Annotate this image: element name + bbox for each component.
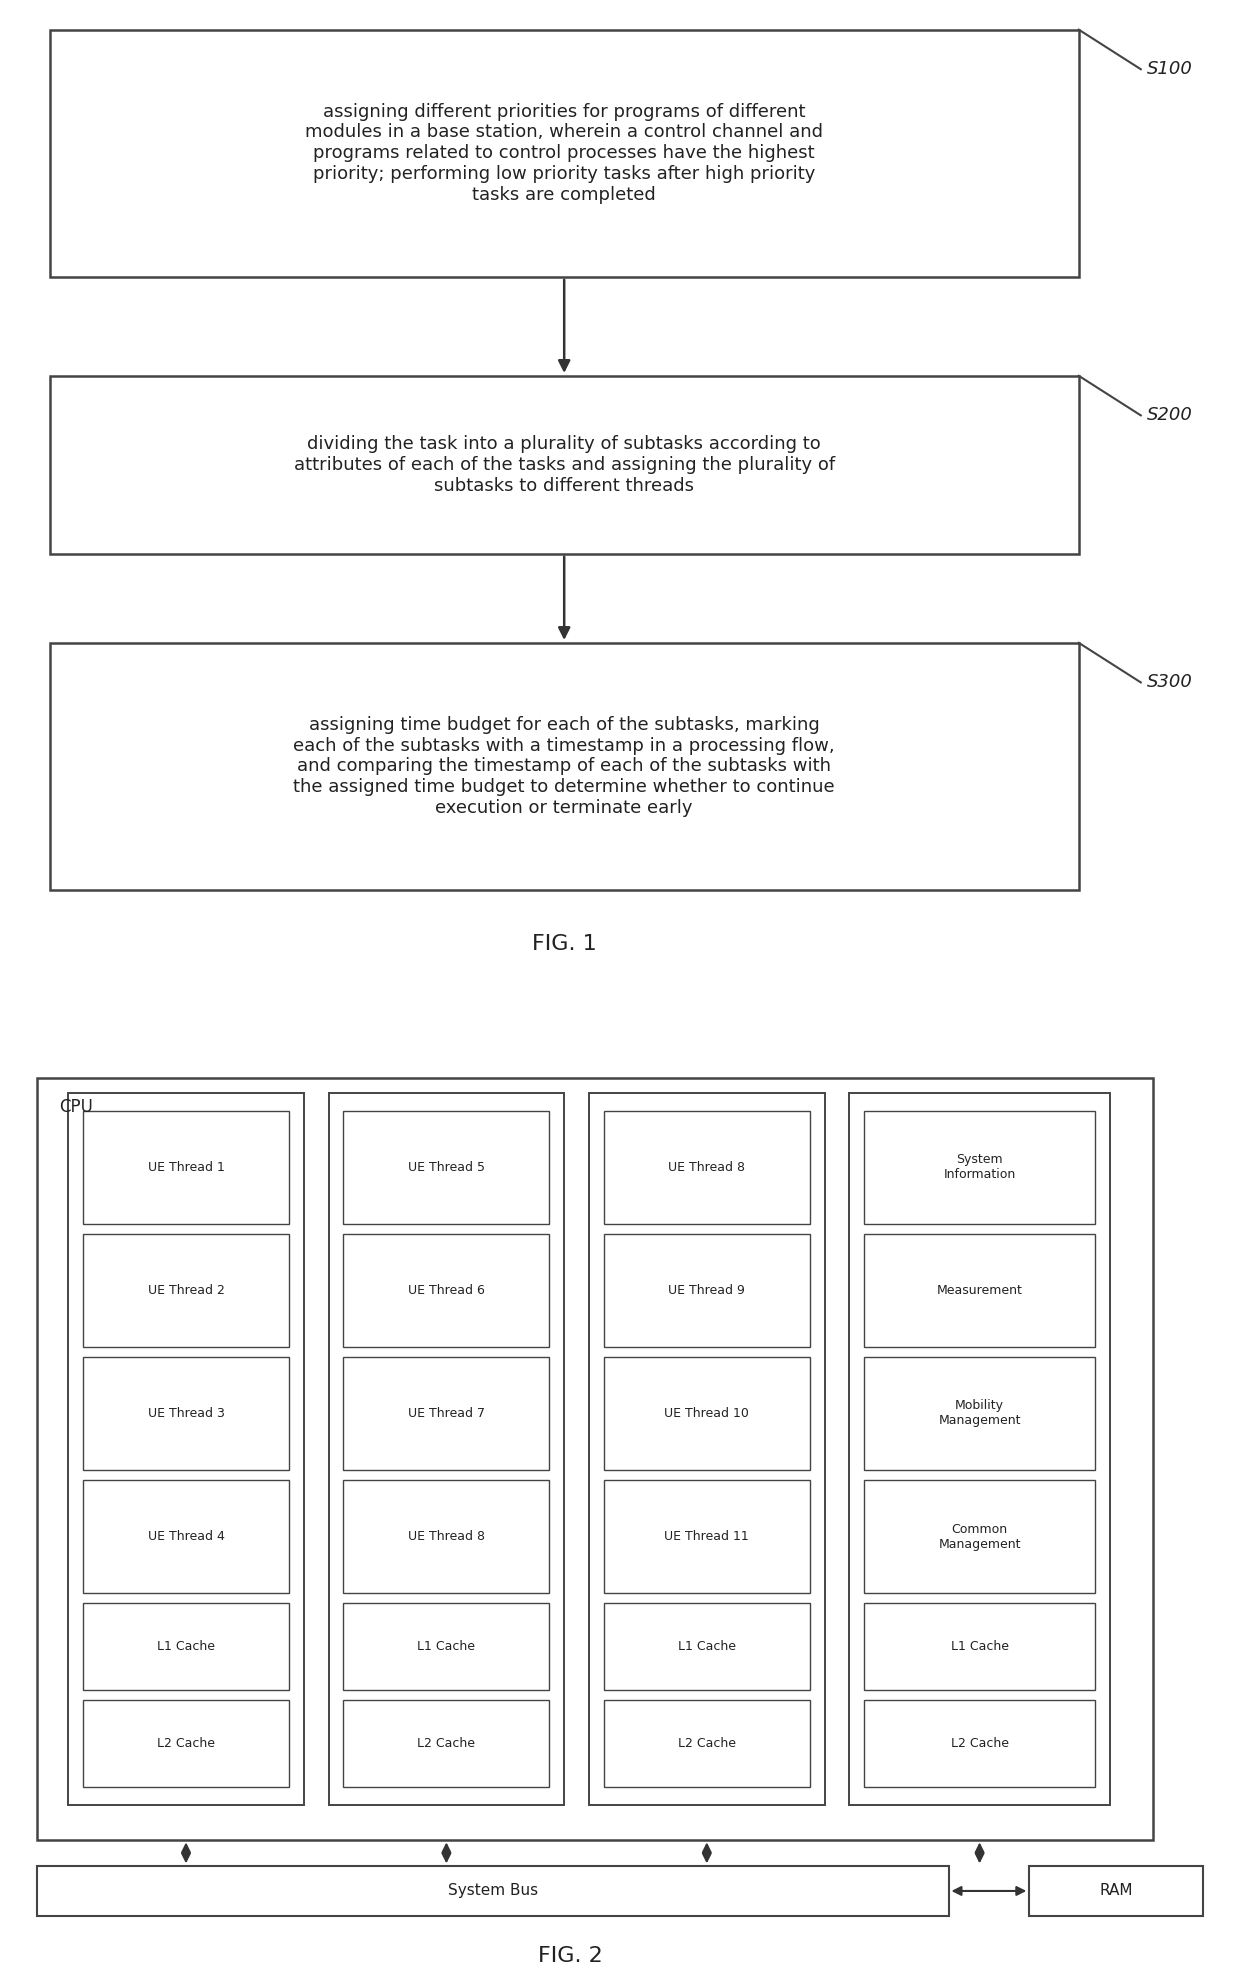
FancyBboxPatch shape bbox=[864, 1602, 1095, 1689]
FancyBboxPatch shape bbox=[604, 1357, 810, 1470]
Text: System Bus: System Bus bbox=[448, 1883, 538, 1899]
FancyBboxPatch shape bbox=[50, 30, 1079, 277]
FancyBboxPatch shape bbox=[50, 376, 1079, 554]
Text: UE Thread 7: UE Thread 7 bbox=[408, 1406, 485, 1420]
Text: UE Thread 1: UE Thread 1 bbox=[148, 1161, 224, 1173]
Text: FIG. 1: FIG. 1 bbox=[532, 934, 596, 955]
Text: L1 Cache: L1 Cache bbox=[157, 1640, 215, 1654]
FancyBboxPatch shape bbox=[37, 1078, 1153, 1840]
FancyBboxPatch shape bbox=[589, 1092, 825, 1804]
Text: Measurement: Measurement bbox=[936, 1284, 1023, 1298]
FancyBboxPatch shape bbox=[83, 1357, 289, 1470]
FancyBboxPatch shape bbox=[604, 1699, 810, 1788]
FancyBboxPatch shape bbox=[343, 1112, 549, 1224]
Text: UE Thread 3: UE Thread 3 bbox=[148, 1406, 224, 1420]
FancyBboxPatch shape bbox=[68, 1092, 304, 1804]
Text: S200: S200 bbox=[1147, 405, 1193, 425]
Text: UE Thread 8: UE Thread 8 bbox=[668, 1161, 745, 1173]
FancyBboxPatch shape bbox=[864, 1112, 1095, 1224]
Text: UE Thread 5: UE Thread 5 bbox=[408, 1161, 485, 1173]
Text: assigning different priorities for programs of different
modules in a base stati: assigning different priorities for progr… bbox=[305, 103, 823, 204]
FancyBboxPatch shape bbox=[37, 1867, 949, 1915]
Text: assigning time budget for each of the subtasks, marking
each of the subtasks wit: assigning time budget for each of the su… bbox=[294, 716, 835, 817]
FancyBboxPatch shape bbox=[604, 1112, 810, 1224]
Text: L2 Cache: L2 Cache bbox=[157, 1737, 215, 1751]
FancyBboxPatch shape bbox=[604, 1234, 810, 1347]
Text: RAM: RAM bbox=[1099, 1883, 1133, 1899]
FancyBboxPatch shape bbox=[343, 1480, 549, 1592]
Text: UE Thread 8: UE Thread 8 bbox=[408, 1531, 485, 1543]
Text: L1 Cache: L1 Cache bbox=[678, 1640, 735, 1654]
Text: UE Thread 9: UE Thread 9 bbox=[668, 1284, 745, 1298]
Text: L1 Cache: L1 Cache bbox=[951, 1640, 1008, 1654]
FancyBboxPatch shape bbox=[83, 1112, 289, 1224]
FancyBboxPatch shape bbox=[343, 1602, 549, 1689]
Text: S100: S100 bbox=[1147, 59, 1193, 79]
FancyBboxPatch shape bbox=[50, 643, 1079, 890]
Text: UE Thread 2: UE Thread 2 bbox=[148, 1284, 224, 1298]
FancyBboxPatch shape bbox=[1029, 1867, 1203, 1915]
Text: L1 Cache: L1 Cache bbox=[418, 1640, 475, 1654]
FancyBboxPatch shape bbox=[343, 1357, 549, 1470]
Text: UE Thread 11: UE Thread 11 bbox=[665, 1531, 749, 1543]
Text: dividing the task into a plurality of subtasks according to
attributes of each o: dividing the task into a plurality of su… bbox=[294, 435, 835, 494]
Text: System
Information: System Information bbox=[944, 1153, 1016, 1181]
FancyBboxPatch shape bbox=[83, 1480, 289, 1592]
FancyBboxPatch shape bbox=[83, 1234, 289, 1347]
Text: Mobility
Management: Mobility Management bbox=[939, 1400, 1021, 1428]
FancyBboxPatch shape bbox=[864, 1357, 1095, 1470]
Text: UE Thread 10: UE Thread 10 bbox=[665, 1406, 749, 1420]
Text: UE Thread 4: UE Thread 4 bbox=[148, 1531, 224, 1543]
FancyBboxPatch shape bbox=[83, 1602, 289, 1689]
FancyBboxPatch shape bbox=[864, 1480, 1095, 1592]
FancyBboxPatch shape bbox=[83, 1699, 289, 1788]
FancyBboxPatch shape bbox=[849, 1092, 1110, 1804]
FancyBboxPatch shape bbox=[343, 1234, 549, 1347]
Text: L2 Cache: L2 Cache bbox=[678, 1737, 735, 1751]
FancyBboxPatch shape bbox=[864, 1234, 1095, 1347]
Text: L2 Cache: L2 Cache bbox=[951, 1737, 1008, 1751]
FancyBboxPatch shape bbox=[864, 1699, 1095, 1788]
Text: S300: S300 bbox=[1147, 673, 1193, 692]
Text: FIG. 2: FIG. 2 bbox=[538, 1946, 603, 1966]
Text: Common
Management: Common Management bbox=[939, 1523, 1021, 1551]
FancyBboxPatch shape bbox=[343, 1699, 549, 1788]
Text: L2 Cache: L2 Cache bbox=[418, 1737, 475, 1751]
Text: UE Thread 6: UE Thread 6 bbox=[408, 1284, 485, 1298]
FancyBboxPatch shape bbox=[604, 1602, 810, 1689]
FancyBboxPatch shape bbox=[329, 1092, 564, 1804]
FancyBboxPatch shape bbox=[604, 1480, 810, 1592]
Text: CPU: CPU bbox=[60, 1098, 93, 1116]
